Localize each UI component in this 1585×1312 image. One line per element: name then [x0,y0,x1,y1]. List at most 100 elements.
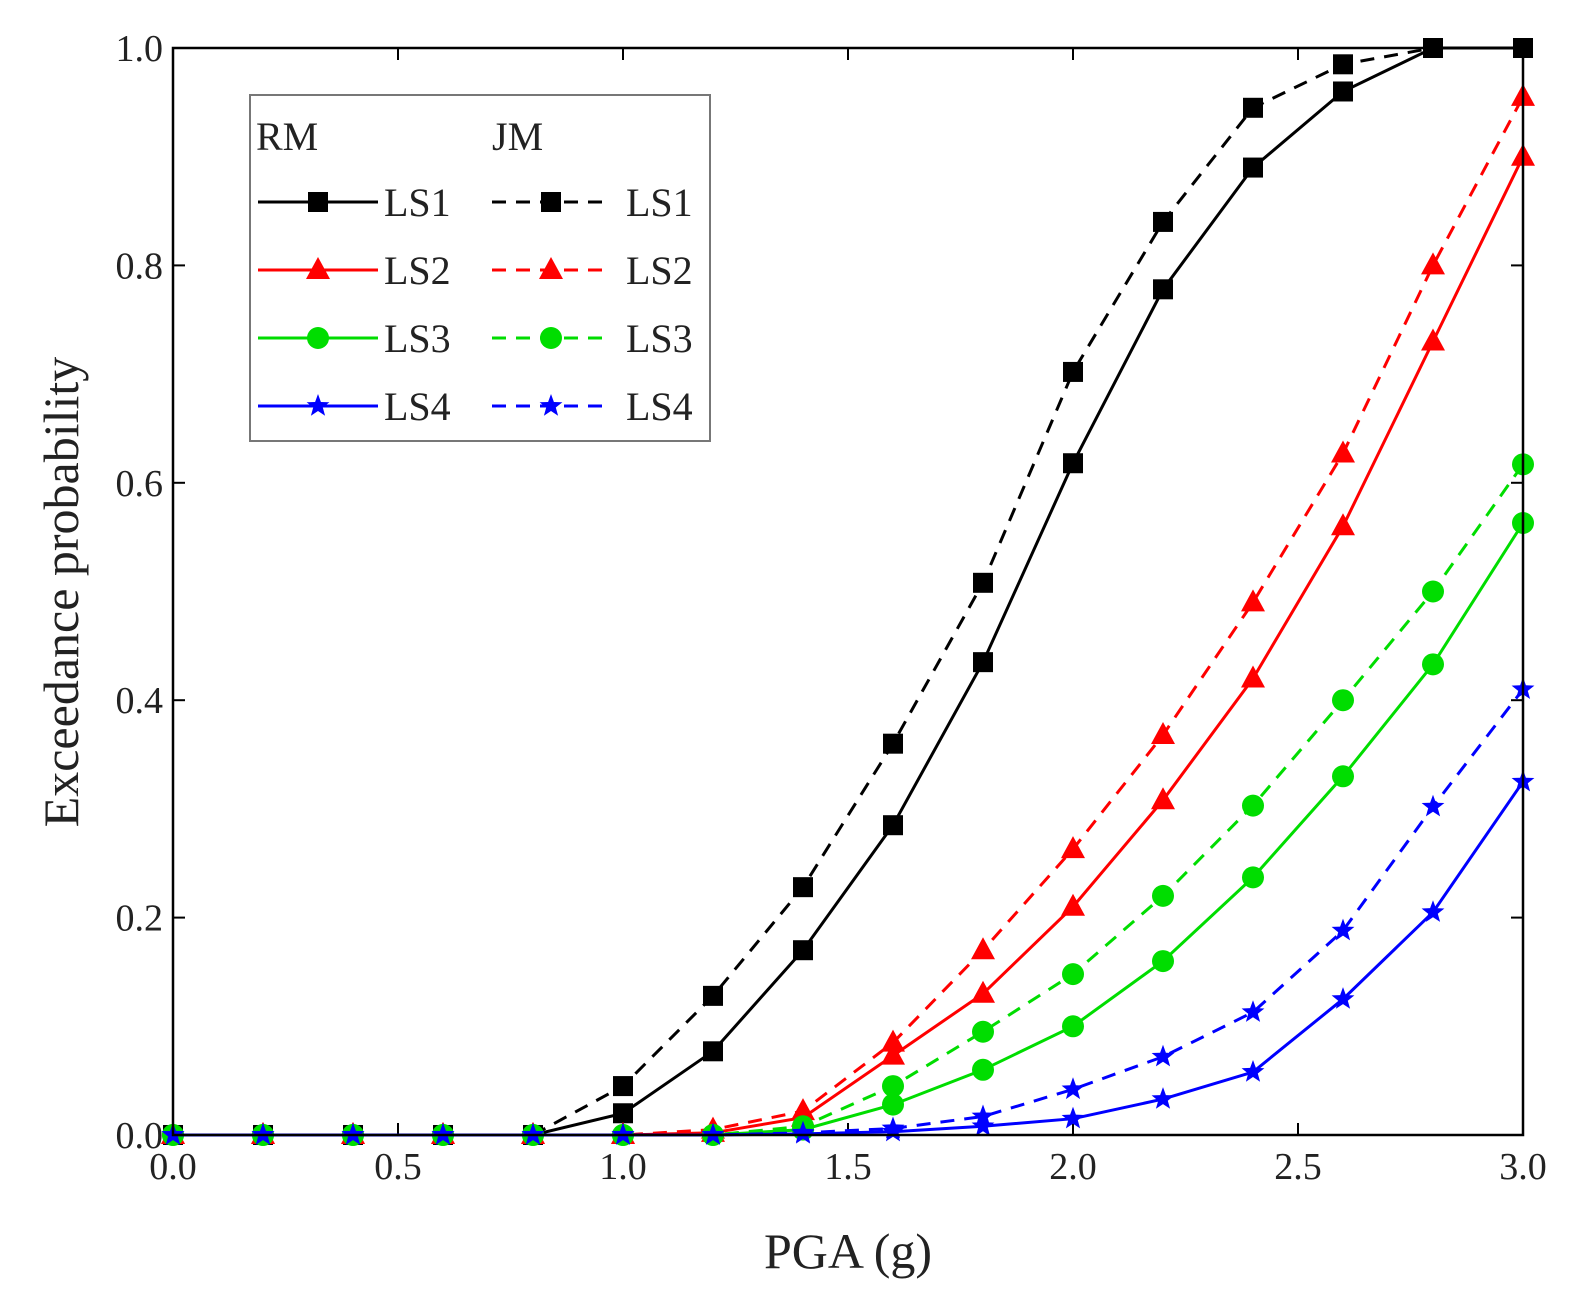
y-axis-title: Exceedance probability [33,357,89,828]
y-tick-label: 0.0 [116,1115,164,1157]
data-point [971,1114,995,1136]
legend-label: LS3 [626,316,693,361]
data-point [1063,453,1083,474]
data-point [1333,54,1353,75]
series-jm-ls4 [161,677,1535,1145]
data-point [881,1029,905,1052]
y-tick-labels: 0.0 0.2 0.4 0.6 0.8 1.0 [116,28,164,1157]
data-point [1421,900,1445,922]
y-tick-label: 0.8 [116,245,164,287]
data-point [883,815,903,836]
y-tick-label: 0.6 [116,463,164,505]
data-point [1062,1015,1084,1038]
data-point [881,1116,905,1139]
data-point [1061,893,1085,916]
data-point [613,1076,633,1097]
data-point [882,1075,904,1098]
data-point [1151,787,1175,810]
data-point [973,572,993,593]
legend-label: LS4 [384,384,451,429]
data-point [1241,1060,1265,1082]
data-point [1153,211,1173,232]
legend-header-jm: JM [492,114,543,159]
legend-entry: LS3 [258,316,451,361]
legend-entry: LS4 [258,384,451,429]
legend-label: LS3 [384,316,451,361]
legend-label: LS2 [384,248,451,293]
legend-box [249,94,711,442]
data-point [1151,1087,1175,1109]
data-point [1333,81,1353,102]
series-line [173,688,1525,1137]
legend-marker [306,394,330,416]
x-tick-labels: 0.0 0.5 1.0 1.5 2.0 2.5 3.0 [149,1146,1547,1188]
data-point [1422,580,1444,603]
x-tick-label: 3.0 [1499,1146,1547,1188]
legend-marker [539,257,563,279]
series-rm-ls3 [162,512,1534,1146]
legend-label: LS4 [626,384,693,429]
legend-header-rm: RM [256,114,318,159]
data-point [1152,884,1174,907]
data-point [971,1104,995,1127]
data-point [703,1041,723,1062]
legend-marker [307,327,329,349]
data-point [1421,328,1445,351]
data-point [1332,689,1354,712]
data-point [972,1058,994,1081]
data-point [1152,950,1174,973]
legend-entries: LS1 LS1 LS2 LS2 LS3 LS3 LS4 LS4 [258,180,693,429]
data-point [1151,721,1175,744]
legend-marker [541,192,561,212]
x-axis-title: PGA (g) [764,1223,932,1279]
series-line [173,780,1525,1137]
data-point [1242,866,1264,889]
legend-entry: LS1 [258,180,451,225]
series-jm-ls3 [162,453,1534,1146]
y-tick-label: 0.4 [116,680,164,722]
data-point [1061,1077,1085,1100]
data-point [1332,765,1354,788]
data-point [881,1042,905,1065]
data-point [1331,513,1355,536]
data-point [1241,1000,1265,1022]
legend-entry: LS3 [492,316,693,361]
data-point [883,733,903,754]
data-point [1063,361,1083,382]
data-point [1421,794,1445,817]
x-tick-label: 2.0 [1049,1146,1097,1188]
legend-marker [539,394,563,416]
data-point [1153,279,1173,300]
data-point [971,937,995,960]
data-point [613,1103,633,1124]
y-tick-label: 1.0 [116,28,164,70]
data-point [703,985,723,1006]
x-tick-label: 1.0 [599,1146,647,1188]
data-point [1151,1044,1175,1067]
legend-entry: LS4 [492,384,693,429]
legend-entry: LS2 [258,248,451,293]
data-point [791,1120,815,1143]
data-point [972,1020,994,1043]
legend-marker [540,327,562,349]
data-point [1331,987,1355,1009]
data-point [1331,440,1355,463]
legend-label: LS1 [626,180,693,225]
data-point [1243,157,1263,178]
data-point [793,940,813,961]
data-point [793,877,813,898]
legend-label: LS1 [384,180,451,225]
x-tick-label: 1.5 [824,1146,872,1188]
series-rm-ls4 [161,769,1535,1145]
data-point [1061,836,1085,859]
series-line [173,522,1525,1137]
legend-entry: LS1 [492,180,693,225]
data-point [1061,1106,1085,1129]
x-tick-label: 0.0 [149,1146,197,1188]
y-tick-label: 0.2 [116,898,164,940]
data-point [1241,589,1265,612]
legend-entry: LS2 [492,248,693,293]
data-point [791,1098,815,1121]
legend-label: LS2 [626,248,693,293]
